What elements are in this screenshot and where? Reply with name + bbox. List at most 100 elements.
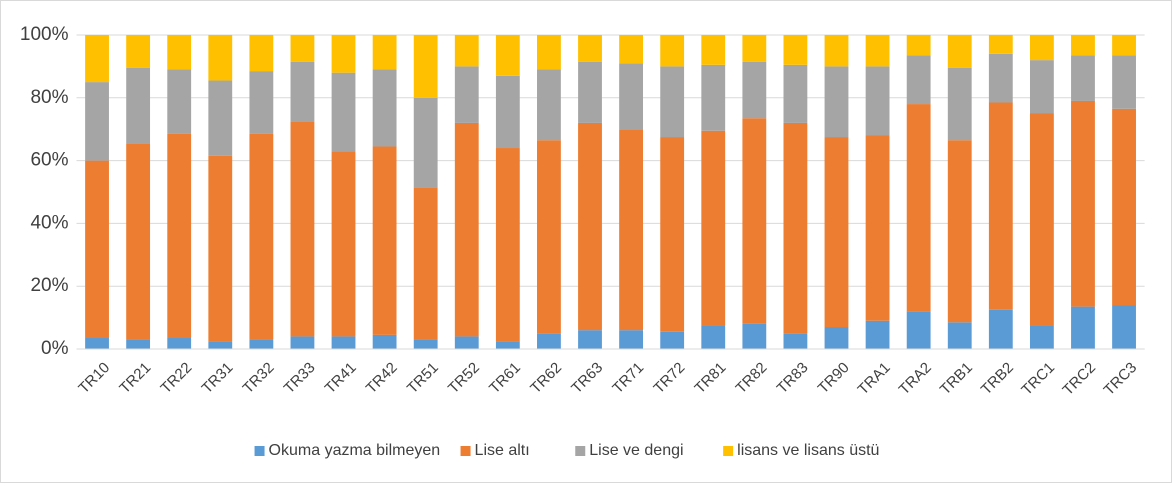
bar-segment (742, 118, 767, 324)
bar-segment (988, 309, 1013, 349)
bar-segment (413, 187, 438, 340)
bar-segment (906, 35, 931, 56)
bar-segment (454, 122, 479, 337)
bar-segment (988, 35, 1013, 54)
bar-segment (1029, 60, 1054, 114)
bar-segment (660, 137, 685, 332)
bar-segment (783, 35, 808, 65)
bar-segment (701, 325, 726, 349)
bar-segment (578, 61, 602, 123)
bar-segment (454, 336, 479, 349)
bar-segment (208, 155, 233, 342)
bar-segment (824, 35, 849, 67)
y-tick-label: 0% (41, 338, 69, 359)
bar-segment (372, 334, 397, 349)
bar-segment (742, 61, 767, 119)
bar-segment (413, 339, 438, 349)
bar-segment (865, 66, 890, 136)
bar-segment (1112, 305, 1136, 349)
bar-segment (1071, 100, 1095, 307)
bar-segment (865, 35, 890, 67)
bar-segment (495, 148, 520, 342)
bar-segment (947, 140, 972, 323)
bar-segment (537, 333, 561, 349)
bar-segment (578, 35, 602, 62)
legend-label: Lise altı (475, 442, 530, 459)
bar-segment (783, 64, 808, 123)
legend-swatch (723, 446, 734, 456)
bar-segment (454, 66, 479, 123)
bar-segment (783, 122, 808, 334)
bar-segment (1029, 35, 1054, 61)
bar-segment (85, 338, 109, 349)
bar-segment (906, 55, 931, 105)
bar-segment (126, 67, 151, 144)
bar-segment (126, 339, 151, 349)
legend-label: Okuma yazma bilmeyen (269, 442, 441, 459)
bar-segment (331, 336, 356, 349)
bar-segment (249, 35, 274, 72)
bar-segment (783, 333, 808, 349)
y-tick-label: 60% (30, 150, 68, 171)
bar-segment (167, 69, 192, 134)
bar-segment (1112, 55, 1136, 109)
bar-segment (865, 320, 890, 349)
bar-segment (660, 331, 685, 349)
bar-segment (537, 69, 561, 141)
bar-segment (537, 35, 561, 70)
legend-swatch (254, 446, 265, 456)
bar-segment (413, 97, 438, 188)
bar-segment (660, 66, 685, 138)
bar-segment (495, 35, 520, 76)
bar-segment (208, 80, 233, 156)
legend-label: lisans ve lisans üstü (737, 442, 879, 459)
bar-segment (208, 35, 233, 81)
bar-segment (495, 75, 520, 149)
bar-segment (1112, 108, 1136, 306)
bar-segment (906, 104, 931, 312)
bar-segment (1071, 55, 1095, 101)
bar-segment (824, 137, 849, 328)
bar-segment (701, 35, 726, 65)
bar-segment (619, 35, 644, 64)
bar-segment (126, 143, 151, 340)
bar-segment (208, 341, 233, 349)
bar-segment (578, 330, 602, 349)
legend-swatch (575, 446, 586, 456)
bar-segment (1029, 113, 1054, 326)
bar-segment (372, 35, 397, 70)
bar-segment (85, 160, 109, 339)
bar-segment (126, 35, 151, 68)
bar-segment (1071, 35, 1095, 56)
bar-segment (660, 35, 685, 67)
bar-segment (290, 35, 315, 62)
bar-segment (1029, 325, 1054, 349)
y-tick-label: 20% (30, 275, 68, 296)
y-tick-label: 100% (20, 24, 69, 45)
bar-segment (372, 146, 397, 335)
bar-segment (537, 140, 561, 334)
bar-segment (1112, 35, 1136, 56)
bar-segment (824, 327, 849, 349)
bar-segment (988, 53, 1013, 103)
bar-segment (947, 35, 972, 68)
y-tick-label: 40% (30, 212, 68, 233)
bar-segment (947, 67, 972, 141)
bar-segment (331, 72, 356, 152)
bar-segment (906, 311, 931, 349)
bar-segment (85, 82, 109, 161)
bar-segment (988, 102, 1013, 310)
bar-segment (413, 35, 438, 98)
bar-segment (331, 151, 356, 337)
bar-segment (742, 323, 767, 349)
bar-segment (249, 71, 274, 134)
bar-segment (619, 330, 644, 349)
bar-segment (865, 135, 890, 321)
bar-segment (167, 35, 192, 70)
legend-label: Lise ve dengi (589, 442, 683, 459)
bar-segment (372, 69, 397, 147)
bar-segment (947, 322, 972, 349)
bar-segment (167, 133, 192, 339)
y-tick-label: 80% (30, 87, 68, 108)
